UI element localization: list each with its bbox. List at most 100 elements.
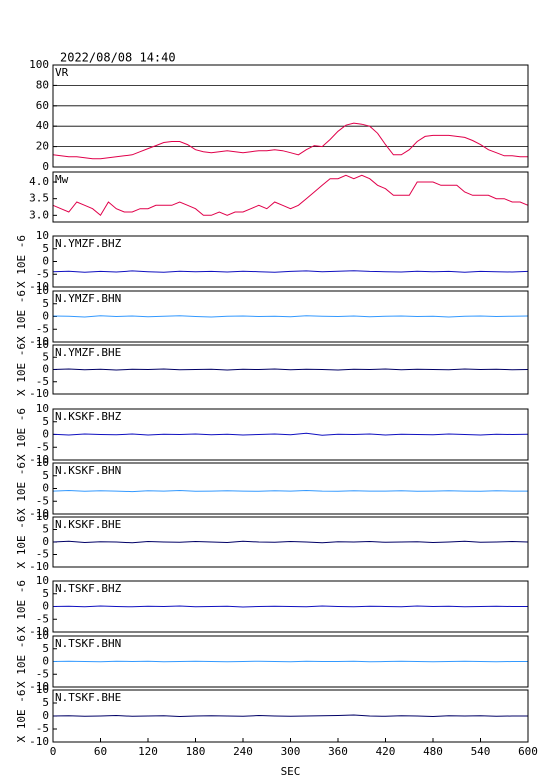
y-tick-label: -5 <box>36 494 49 507</box>
x-tick-label: 300 <box>281 745 301 758</box>
y-tick-label: -5 <box>36 722 49 735</box>
panel-frame <box>52 516 529 568</box>
y-tick-label: 10 <box>36 402 49 415</box>
y-tick-label: 0 <box>42 255 49 268</box>
x-axis-label: SEC <box>281 765 301 778</box>
y-tick-label: -5 <box>36 612 49 625</box>
y-tick-label: 80 <box>36 78 49 91</box>
panel-label: VR <box>55 66 69 79</box>
y-tick-label: 5 <box>42 523 49 536</box>
y-axis-label: X 10E -6 <box>15 462 28 515</box>
panel-frame <box>52 171 529 223</box>
y-tick-label: -10 <box>29 453 49 466</box>
y-tick-label: 100 <box>29 58 49 71</box>
y-tick-label: 10 <box>36 284 49 297</box>
chart-title: 2022/08/08 14:40 <box>60 51 176 65</box>
y-tick-label: 10 <box>36 629 49 642</box>
y-tick-label: 0 <box>42 709 49 722</box>
x-tick-label: 600 <box>518 745 538 758</box>
x-tick-label: 360 <box>328 745 348 758</box>
panel-label: N.YMZF.BHN <box>55 292 121 305</box>
y-tick-label: 10 <box>36 338 49 351</box>
panel-label: N.KSKF.BHZ <box>55 410 122 423</box>
y-tick-label: 40 <box>36 119 49 132</box>
y-tick-label: -10 <box>29 560 49 573</box>
y-tick-label: 5 <box>42 469 49 482</box>
y-tick-label: -10 <box>29 625 49 638</box>
y-axis-label: X 10E -6 <box>15 635 28 688</box>
y-tick-label: 3.5 <box>29 192 49 205</box>
y-tick-label: -5 <box>36 548 49 561</box>
y-tick-label: 0 <box>42 363 49 376</box>
panel-label: N.YMZF.BHE <box>55 346 121 359</box>
data-line <box>52 489 528 493</box>
data-line <box>52 270 529 273</box>
panel-label: N.TSKF.BHE <box>55 691 121 704</box>
y-tick-label: 5 <box>42 242 49 255</box>
data-line <box>52 605 528 608</box>
x-tick-label: 180 <box>186 745 206 758</box>
y-tick-label: 10 <box>36 510 49 523</box>
y-axis-label: X 10E -6 <box>15 290 28 343</box>
x-tick-label: 0 <box>50 745 57 758</box>
x-tick-label: 540 <box>471 745 491 758</box>
y-tick-label: 10 <box>36 683 49 696</box>
x-tick-label: 240 <box>233 745 253 758</box>
y-tick-label: 0 <box>42 655 49 668</box>
y-tick-label: -10 <box>29 280 49 293</box>
y-axis-label: X 10E -6 <box>15 408 28 461</box>
y-tick-label: 0 <box>42 310 49 323</box>
data-line <box>52 122 528 160</box>
panel-label: Mw <box>55 173 69 186</box>
y-tick-label: -10 <box>29 387 49 400</box>
y-tick-label: -10 <box>29 735 49 748</box>
panel-frame <box>52 290 529 343</box>
panel-label: N.TSKF.BHZ <box>55 582 122 595</box>
y-tick-label: 10 <box>36 229 49 242</box>
panel-label: N.KSKF.BHE <box>55 518 121 531</box>
y-tick-label: -5 <box>36 322 49 335</box>
panel-label: N.TSKF.BHN <box>55 637 121 650</box>
y-axis-label: X 10E -6 <box>15 516 28 569</box>
y-tick-label: 5 <box>42 350 49 363</box>
y-tick-label: 4.0 <box>29 175 49 188</box>
y-tick-label: -5 <box>36 267 49 280</box>
data-line <box>52 432 529 436</box>
y-tick-label: 5 <box>42 696 49 709</box>
panel-label: N.KSKF.BHN <box>55 464 121 477</box>
panel-frame <box>52 635 529 688</box>
panel-label: N.YMZF.BHZ <box>55 237 122 250</box>
y-tick-label: 0 <box>42 482 49 495</box>
y-tick-label: 10 <box>36 574 49 587</box>
y-tick-label: 0 <box>42 160 49 173</box>
y-axis-label: X 10E -6 <box>15 235 28 288</box>
y-tick-label: 3.0 <box>29 208 49 221</box>
x-tick-label: 480 <box>423 745 443 758</box>
y-tick-label: 20 <box>36 140 49 153</box>
panel-frame <box>52 235 529 288</box>
data-line <box>52 540 529 544</box>
data-line <box>52 368 529 371</box>
y-tick-label: 5 <box>42 587 49 600</box>
panel-frame <box>52 462 529 515</box>
data-line <box>52 315 529 318</box>
x-tick-label: 60 <box>94 745 107 758</box>
data-line <box>52 714 528 718</box>
data-line <box>52 174 529 217</box>
y-tick-label: 0 <box>42 600 49 613</box>
y-tick-label: 60 <box>36 99 49 112</box>
y-axis-label: X 10E -6 <box>15 580 28 633</box>
x-tick-label: 120 <box>138 745 158 758</box>
data-line <box>52 660 528 663</box>
y-tick-label: 5 <box>42 642 49 655</box>
y-axis-label: X 10E -6 <box>15 343 28 396</box>
y-tick-label: -10 <box>29 680 49 693</box>
y-tick-label: -5 <box>36 440 49 453</box>
panel-frame <box>52 64 529 168</box>
y-tick-label: 0 <box>42 535 49 548</box>
y-tick-label: 10 <box>36 456 49 469</box>
x-tick-label: 420 <box>376 745 396 758</box>
y-tick-label: -10 <box>29 507 49 520</box>
y-tick-label: -5 <box>36 375 49 388</box>
